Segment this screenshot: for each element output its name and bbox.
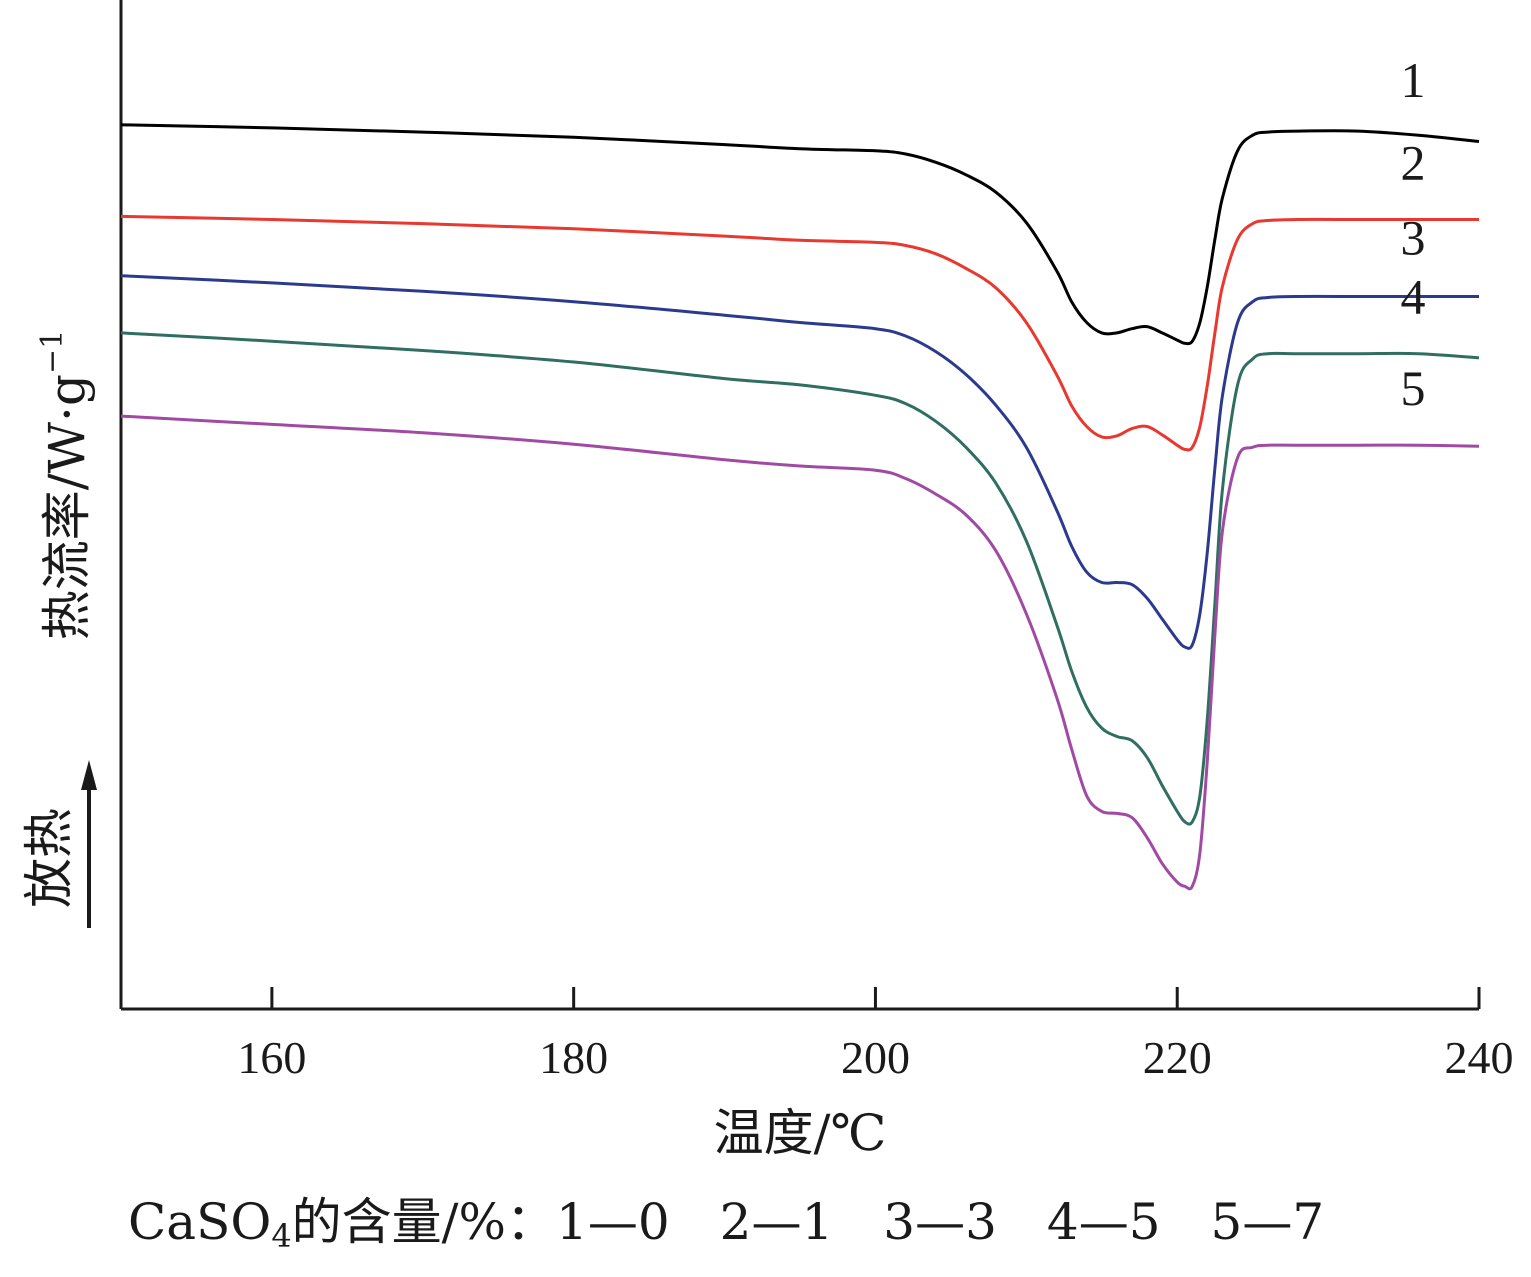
x-tick-label: 160 [237,1032,306,1083]
x-tick-label: 240 [1445,1032,1514,1083]
x-ticks: 160 180 200 220 240 [237,987,1514,1083]
exotherm-label: 放热 [20,808,78,908]
caption-subscript: 4 [271,1217,292,1255]
y-axis-title-text: 热流率/W·g [38,374,96,640]
series-label-5: 5 [1401,360,1426,416]
svg-text:热流率/W·g−1: 热流率/W·g−1 [35,330,96,640]
series-label-3: 3 [1401,209,1426,265]
y-axis-title: 热流率/W·g−1 [35,330,96,640]
x-tick-label: 220 [1143,1032,1212,1083]
series-label-2: 2 [1401,134,1426,190]
caption-content-list: 的含量/%：1—0 2—1 3—3 4—5 5—7 [291,1193,1325,1251]
legend-caption: CaSO4的含量/%：1—0 2—1 3—3 4—5 5—7 [128,1182,1324,1255]
exotherm-arrow-head-icon [81,760,97,790]
series-line-2 [120,214,1479,452]
series-line-3 [120,274,1479,650]
x-tick-label: 200 [841,1032,910,1083]
series-line-1 [120,123,1480,346]
x-tick-label: 180 [539,1032,608,1083]
series-label-4: 4 [1401,269,1426,325]
y-axis-title-superscript: −1 [35,330,70,374]
axes [119,0,1479,1011]
series-line-5 [120,414,1480,891]
series-line-4 [120,331,1480,826]
series-label-1: 1 [1401,52,1426,108]
exotherm-indicator: 放热 [20,760,97,928]
caption-compound: CaSO [128,1193,272,1251]
x-axis-title: 温度/℃ [714,1104,887,1162]
series-labels: 1 2 34 5 [1401,52,1426,416]
curves [120,123,1480,891]
